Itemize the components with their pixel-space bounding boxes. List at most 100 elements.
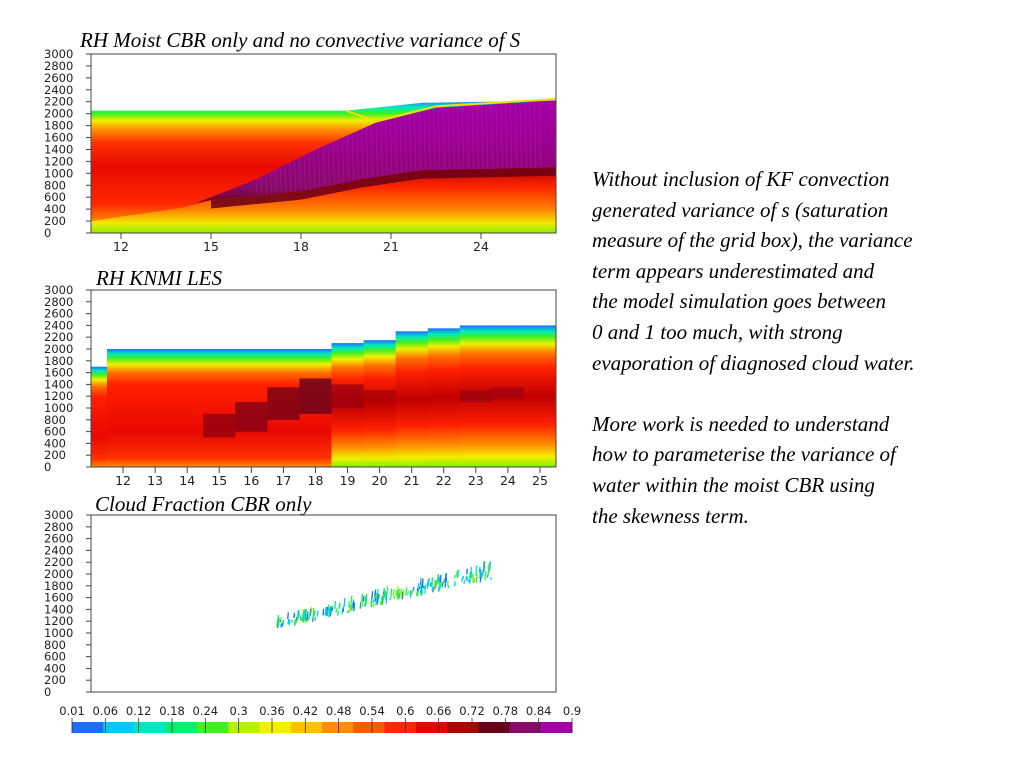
y-tick-label: 2600 [44, 532, 73, 546]
cloud-fraction-mark [416, 587, 419, 592]
cloud-fraction-mark [380, 599, 383, 603]
cloud-fraction-mark [278, 620, 280, 627]
x-tick-label: 22 [436, 473, 452, 488]
cloud-fraction-mark [479, 577, 482, 583]
side-text-line: the model simulation goes between [592, 289, 886, 314]
y-tick-label: 600 [44, 425, 66, 439]
panel3-scatter [276, 560, 492, 629]
cloud-fraction-mark [453, 581, 456, 587]
moist-layer-block [235, 402, 268, 432]
colorbar-label: 0.54 [359, 704, 385, 718]
cloud-fraction-mark [431, 587, 434, 591]
cloud-fraction-mark [341, 608, 344, 615]
texture-streak [404, 115, 407, 173]
moist-layer-block [331, 384, 364, 408]
cloud-fraction-mark [473, 577, 476, 582]
y-tick-label: 2600 [44, 307, 73, 321]
colorbar-swatch [384, 722, 417, 733]
y-tick-label: 200 [44, 673, 66, 687]
colorbar-swatch [228, 722, 260, 733]
texture-streak [471, 105, 474, 170]
cloud-fraction-mark [328, 607, 331, 614]
colorbar-swatch [72, 722, 104, 733]
cloud-fraction-mark [288, 619, 291, 625]
cloud-fraction-mark [313, 611, 316, 617]
side-text-line: evaporation of diagnosed cloud water. [592, 350, 915, 375]
paragraph-gap [592, 378, 1012, 409]
texture-streak [505, 103, 508, 169]
colorbar-labels: 0.01 0.06 0.12 0.18 0.24 0.3 0.36 0.42 0.48 0.54 0… [59, 704, 581, 733]
texture-streak [337, 139, 340, 184]
y-tick-label: 400 [44, 436, 66, 450]
cloud-fraction-mark [396, 590, 399, 599]
cloud-fraction-mark [348, 601, 351, 608]
texture-streak [303, 155, 306, 191]
panel2-heatmap [91, 325, 556, 467]
cloud-base-band [211, 167, 556, 209]
cloud-fraction-mark [361, 600, 364, 608]
cloud-fraction-mark [302, 609, 304, 616]
y-tick-label: 600 [44, 190, 66, 204]
x-tick-label: 21 [404, 473, 420, 488]
cloud-fraction-mark [487, 564, 490, 575]
cloud-fraction-mark [444, 579, 447, 588]
cloud-fraction-mark [347, 610, 349, 614]
colorbar-label: 0.78 [493, 704, 519, 718]
cloud-fraction-mark [397, 591, 400, 600]
cloud-fraction-mark [376, 594, 379, 604]
panel1-title: RH Moist CBR only and no convective vari… [80, 28, 521, 52]
panel3-title: Cloud Fraction CBR only [95, 492, 312, 516]
texture-streak [490, 104, 493, 169]
y-tick-label: 2600 [44, 71, 73, 85]
y-tick-label: 800 [44, 178, 66, 192]
texture-streak [394, 117, 397, 175]
side-text-line: More work is needed to understand [592, 411, 890, 436]
y-tick-label: 1800 [44, 354, 73, 368]
cloud-fraction-mark [374, 594, 377, 599]
y-tick-label: 2000 [44, 107, 73, 121]
y-tick-label: 2000 [44, 342, 73, 356]
texture-streak [332, 141, 335, 185]
hour-column [395, 331, 429, 467]
texture-streak [529, 102, 532, 168]
cloud-fraction-mark [326, 606, 329, 612]
side-text-line: the skewness term. [592, 503, 749, 528]
hour-column [363, 340, 397, 467]
cloud-fraction-mark [299, 615, 302, 621]
colorbar-label: 0.18 [159, 704, 185, 718]
cloud-fraction-mark [287, 612, 289, 620]
x-tick-label: 16 [243, 473, 259, 488]
cloud-fraction-mark [429, 582, 432, 587]
texture-streak [327, 144, 330, 186]
texture-streak [481, 104, 484, 170]
x-tick-label: 13 [147, 473, 163, 488]
cloud-fraction-mark [420, 586, 423, 596]
cloud-fraction-mark [378, 594, 380, 599]
cloud-fraction-mark [489, 561, 492, 570]
texture-streak [284, 164, 287, 193]
cloud-fraction-mark [287, 618, 290, 625]
cloud-fraction-mark [328, 612, 331, 617]
cloud-fraction-mark [351, 605, 354, 611]
hour-column [203, 349, 236, 467]
moist-layer-block [299, 378, 332, 414]
cloud-fraction-mark [395, 589, 397, 596]
y-tick-label: 800 [44, 638, 66, 652]
moist-layer-block [491, 387, 524, 400]
cloud-fraction-mark [472, 574, 475, 583]
colorbar-label: 0.01 [59, 704, 85, 718]
cloud-fraction-mark [468, 577, 471, 584]
cloud-fraction-mark [389, 597, 392, 601]
hour-column [107, 349, 140, 467]
cloud-fraction-mark [463, 580, 466, 584]
colorbar-label: 0.84 [526, 704, 552, 718]
cloud-fraction-mark [411, 589, 414, 595]
texture-streak [457, 106, 460, 170]
y-tick-label: 2800 [44, 520, 73, 534]
cloud-fraction-mark [390, 588, 393, 598]
cloud-fraction-mark [335, 608, 338, 613]
cloud-fraction-mark [350, 603, 353, 611]
cloud-fraction-mark [350, 595, 353, 603]
cloud-fraction-mark [372, 603, 375, 607]
cloud-fraction-mark [371, 591, 374, 599]
